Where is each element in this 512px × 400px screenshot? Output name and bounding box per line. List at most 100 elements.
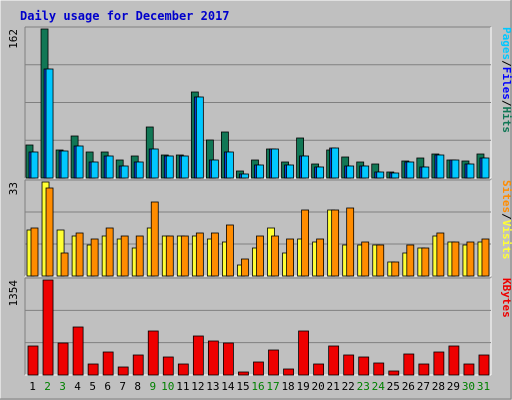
kbytes-bar [418, 363, 430, 376]
kbytes-bar [132, 354, 144, 376]
day-label: 8 [134, 380, 141, 393]
legend-item-sites: Sites [500, 180, 512, 213]
sites-bar [60, 252, 69, 277]
kbytes-bar [72, 326, 84, 376]
day-label: 29 [447, 380, 460, 393]
pages-bar [105, 155, 114, 179]
kbytes-bar [388, 370, 400, 376]
sites-bar [90, 238, 99, 277]
pages-bar [226, 151, 234, 179]
panel-2-legend: KBytes [500, 278, 512, 318]
sites-bar [421, 247, 430, 277]
sites-bar [436, 232, 445, 277]
pages-bar [241, 173, 249, 179]
pages-bar [331, 147, 340, 179]
kbytes-bar [207, 340, 219, 376]
pages-bar [45, 68, 54, 179]
kbytes-bar [223, 342, 234, 376]
pages-bar [316, 166, 325, 179]
pages-bar [60, 150, 69, 179]
sites-bar [105, 227, 114, 277]
day-label: 21 [327, 380, 340, 393]
kbytes-bar [268, 349, 279, 376]
day-label: 20 [312, 380, 325, 393]
sites-bar [165, 235, 174, 277]
pages-bar [436, 154, 445, 179]
kbytes-bar [403, 353, 415, 376]
sites-bar [45, 187, 54, 277]
kbytes-bar [42, 279, 54, 376]
day-label: 18 [281, 380, 294, 393]
pages-bar [30, 151, 39, 179]
kbytes-bar [358, 356, 370, 376]
day-label: 16 [251, 380, 264, 393]
pages-bar [466, 163, 475, 179]
legend-item-visits: Visits [500, 220, 512, 260]
pages-bar [346, 165, 355, 179]
sites-bar [256, 235, 264, 277]
chart-title: Daily usage for December 2017 [20, 9, 230, 23]
sites-bar [180, 235, 189, 277]
kbytes-bar [283, 368, 294, 376]
day-label: 9 [149, 380, 156, 393]
day-label: 19 [296, 380, 309, 393]
kbytes-bar [57, 342, 69, 376]
sites-bar [120, 235, 129, 277]
pages-bar [481, 157, 490, 179]
kbytes-bar [238, 371, 249, 376]
day-label: 15 [236, 380, 249, 393]
pages-bar [120, 165, 129, 179]
pages-bar [75, 145, 84, 179]
sites-bar [376, 244, 385, 277]
kbytes-bar [102, 351, 114, 376]
day-label: 24 [372, 380, 386, 393]
panel-1-max-label: 33 [7, 182, 20, 195]
panel-2-background [25, 278, 491, 375]
kbytes-bar [463, 363, 475, 376]
pages-bar [406, 161, 415, 179]
day-label: 5 [89, 380, 96, 393]
day-label: 27 [417, 380, 430, 393]
kbytes-bar [478, 354, 490, 376]
day-label: 22 [342, 380, 355, 393]
pages-bar [451, 159, 460, 179]
legend-item-pages: Pages [500, 27, 512, 60]
day-label: 10 [161, 380, 174, 393]
sites-bar [150, 201, 159, 277]
day-label: 14 [221, 380, 235, 393]
pages-bar [361, 165, 370, 179]
day-label: 6 [104, 380, 111, 393]
pages-bar [391, 172, 400, 179]
day-label: 23 [357, 380, 370, 393]
kbytes-bar [192, 335, 204, 376]
kbytes-bar [448, 345, 460, 376]
day-label: 17 [266, 380, 279, 393]
day-label: 30 [462, 380, 475, 393]
day-label: 28 [432, 380, 445, 393]
legend-item-hits: Hits [500, 107, 512, 134]
day-label: 25 [387, 380, 400, 393]
pages-bar [135, 161, 144, 179]
sites-bar [346, 207, 355, 277]
sites-bar [391, 261, 400, 277]
sites-bar [481, 238, 490, 277]
sites-bar [406, 244, 415, 277]
pages-bar [256, 164, 264, 179]
legend-item-kbytes: KBytes [500, 278, 512, 318]
kbytes-bar [328, 345, 340, 376]
pages-bar [301, 155, 309, 179]
pages-bar [210, 159, 219, 179]
kbytes-bar [373, 362, 385, 376]
legend-item-: / [500, 213, 512, 220]
sites-bar [286, 238, 294, 277]
day-label: 1 [29, 380, 36, 393]
kbytes-bar [87, 363, 99, 376]
sites-bar [271, 235, 279, 277]
sites-bar [195, 232, 204, 277]
sites-bar [135, 235, 144, 277]
panel-0-max-label: 162 [7, 29, 20, 49]
day-label: 11 [176, 380, 189, 393]
kbytes-bar [253, 361, 264, 376]
day-label: 31 [477, 380, 490, 393]
